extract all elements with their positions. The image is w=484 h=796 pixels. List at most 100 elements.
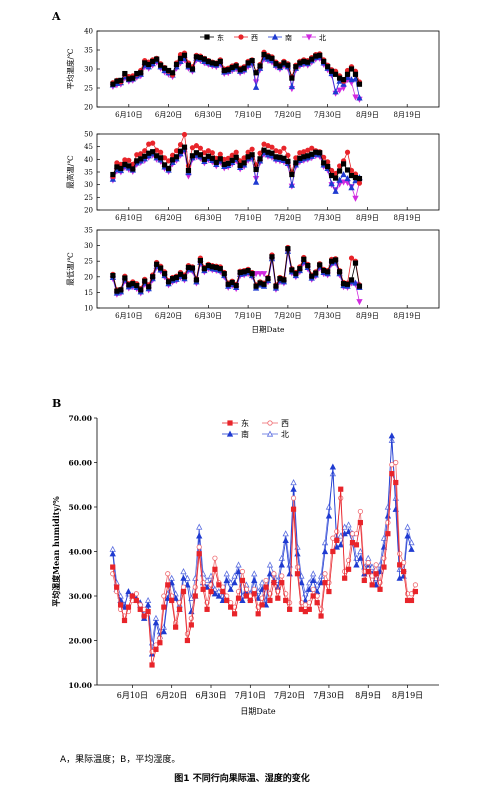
data-point xyxy=(257,156,263,162)
data-point xyxy=(196,551,202,557)
data-point xyxy=(281,145,287,151)
data-point xyxy=(109,550,116,557)
data-point xyxy=(348,255,355,261)
data-point xyxy=(220,588,226,595)
data-point xyxy=(345,566,352,572)
data-point xyxy=(357,519,363,526)
data-point xyxy=(325,163,331,170)
data-point xyxy=(258,579,266,586)
y-tick-label: 30 xyxy=(84,66,93,74)
data-point xyxy=(337,541,344,548)
data-point xyxy=(185,167,192,174)
data-point xyxy=(249,271,255,277)
data-point xyxy=(352,75,359,82)
data-point xyxy=(330,548,336,555)
data-point xyxy=(259,602,265,608)
x-tick-label: 6月20日 xyxy=(155,214,182,222)
panel-label-a: A xyxy=(51,10,61,23)
data-point xyxy=(352,177,359,184)
data-point xyxy=(269,55,275,61)
data-point xyxy=(203,576,211,584)
legend-entry: 南 xyxy=(285,33,292,42)
data-point xyxy=(345,521,352,528)
data-point xyxy=(121,617,128,624)
data-point xyxy=(263,584,269,590)
data-point xyxy=(133,597,139,604)
data-point xyxy=(285,246,291,252)
data-point xyxy=(176,606,183,612)
data-point xyxy=(235,595,242,601)
data-point xyxy=(275,595,281,601)
data-point xyxy=(217,156,223,162)
series-东 xyxy=(110,51,363,87)
data-point xyxy=(130,166,136,172)
data-point xyxy=(353,542,360,548)
data-point xyxy=(328,180,335,187)
data-point xyxy=(233,63,239,69)
data-point xyxy=(340,161,347,167)
x-tick-label: 6月20日 xyxy=(155,312,182,320)
data-point xyxy=(293,64,299,70)
data-point xyxy=(342,575,348,581)
data-point xyxy=(294,550,301,557)
data-point xyxy=(373,571,379,577)
legend-entry: 北 xyxy=(281,430,289,439)
data-point xyxy=(317,150,323,156)
data-point xyxy=(314,600,320,606)
panel-label-b: B xyxy=(52,397,61,410)
data-point xyxy=(305,262,311,269)
data-point xyxy=(169,70,176,76)
data-point xyxy=(221,271,227,277)
data-point xyxy=(154,56,160,62)
y-tick-label: 10.00 xyxy=(69,681,93,690)
data-point xyxy=(334,537,340,543)
data-point xyxy=(158,155,164,161)
data-point xyxy=(293,271,299,277)
data-point xyxy=(356,299,363,306)
data-point xyxy=(412,588,419,595)
data-point xyxy=(357,548,364,555)
data-point xyxy=(129,593,135,599)
data-point xyxy=(325,269,331,275)
data-point xyxy=(142,278,148,284)
legend-marker xyxy=(267,420,273,426)
data-point xyxy=(336,168,343,174)
data-point xyxy=(305,59,311,65)
data-point xyxy=(333,257,339,263)
data-point xyxy=(290,506,297,512)
data-point xyxy=(110,171,116,178)
data-point xyxy=(289,171,295,178)
x-tick-label: 7月20日 xyxy=(274,691,305,700)
data-point xyxy=(317,52,323,58)
data-point xyxy=(164,594,171,601)
data-point xyxy=(282,530,289,537)
x-tick-label: 8月19日 xyxy=(393,312,420,320)
data-point xyxy=(158,265,164,271)
data-point xyxy=(180,568,187,575)
data-point xyxy=(239,568,246,575)
x-tick-label: 7月10日 xyxy=(234,111,261,119)
data-point xyxy=(227,585,234,592)
data-point xyxy=(281,155,287,161)
x-tick-label: 8月9日 xyxy=(356,111,379,119)
legend-marker xyxy=(305,34,313,41)
data-point xyxy=(369,582,375,588)
legend-marker xyxy=(266,430,274,437)
data-point xyxy=(285,158,291,164)
data-point xyxy=(385,531,391,537)
data-point xyxy=(162,271,168,277)
data-point xyxy=(321,539,329,546)
data-point xyxy=(256,271,264,278)
data-point xyxy=(365,568,371,575)
data-point xyxy=(235,561,242,568)
data-point xyxy=(348,277,355,283)
legend-marker xyxy=(238,34,244,40)
data-point xyxy=(278,561,285,568)
data-point xyxy=(117,602,124,608)
y-tick-label: 35 xyxy=(84,227,93,235)
x-tick-label: 7月20日 xyxy=(274,312,301,320)
x-tick-label: 7月30日 xyxy=(313,691,344,700)
data-point xyxy=(290,485,297,492)
data-point xyxy=(336,87,343,94)
data-point xyxy=(235,568,242,575)
